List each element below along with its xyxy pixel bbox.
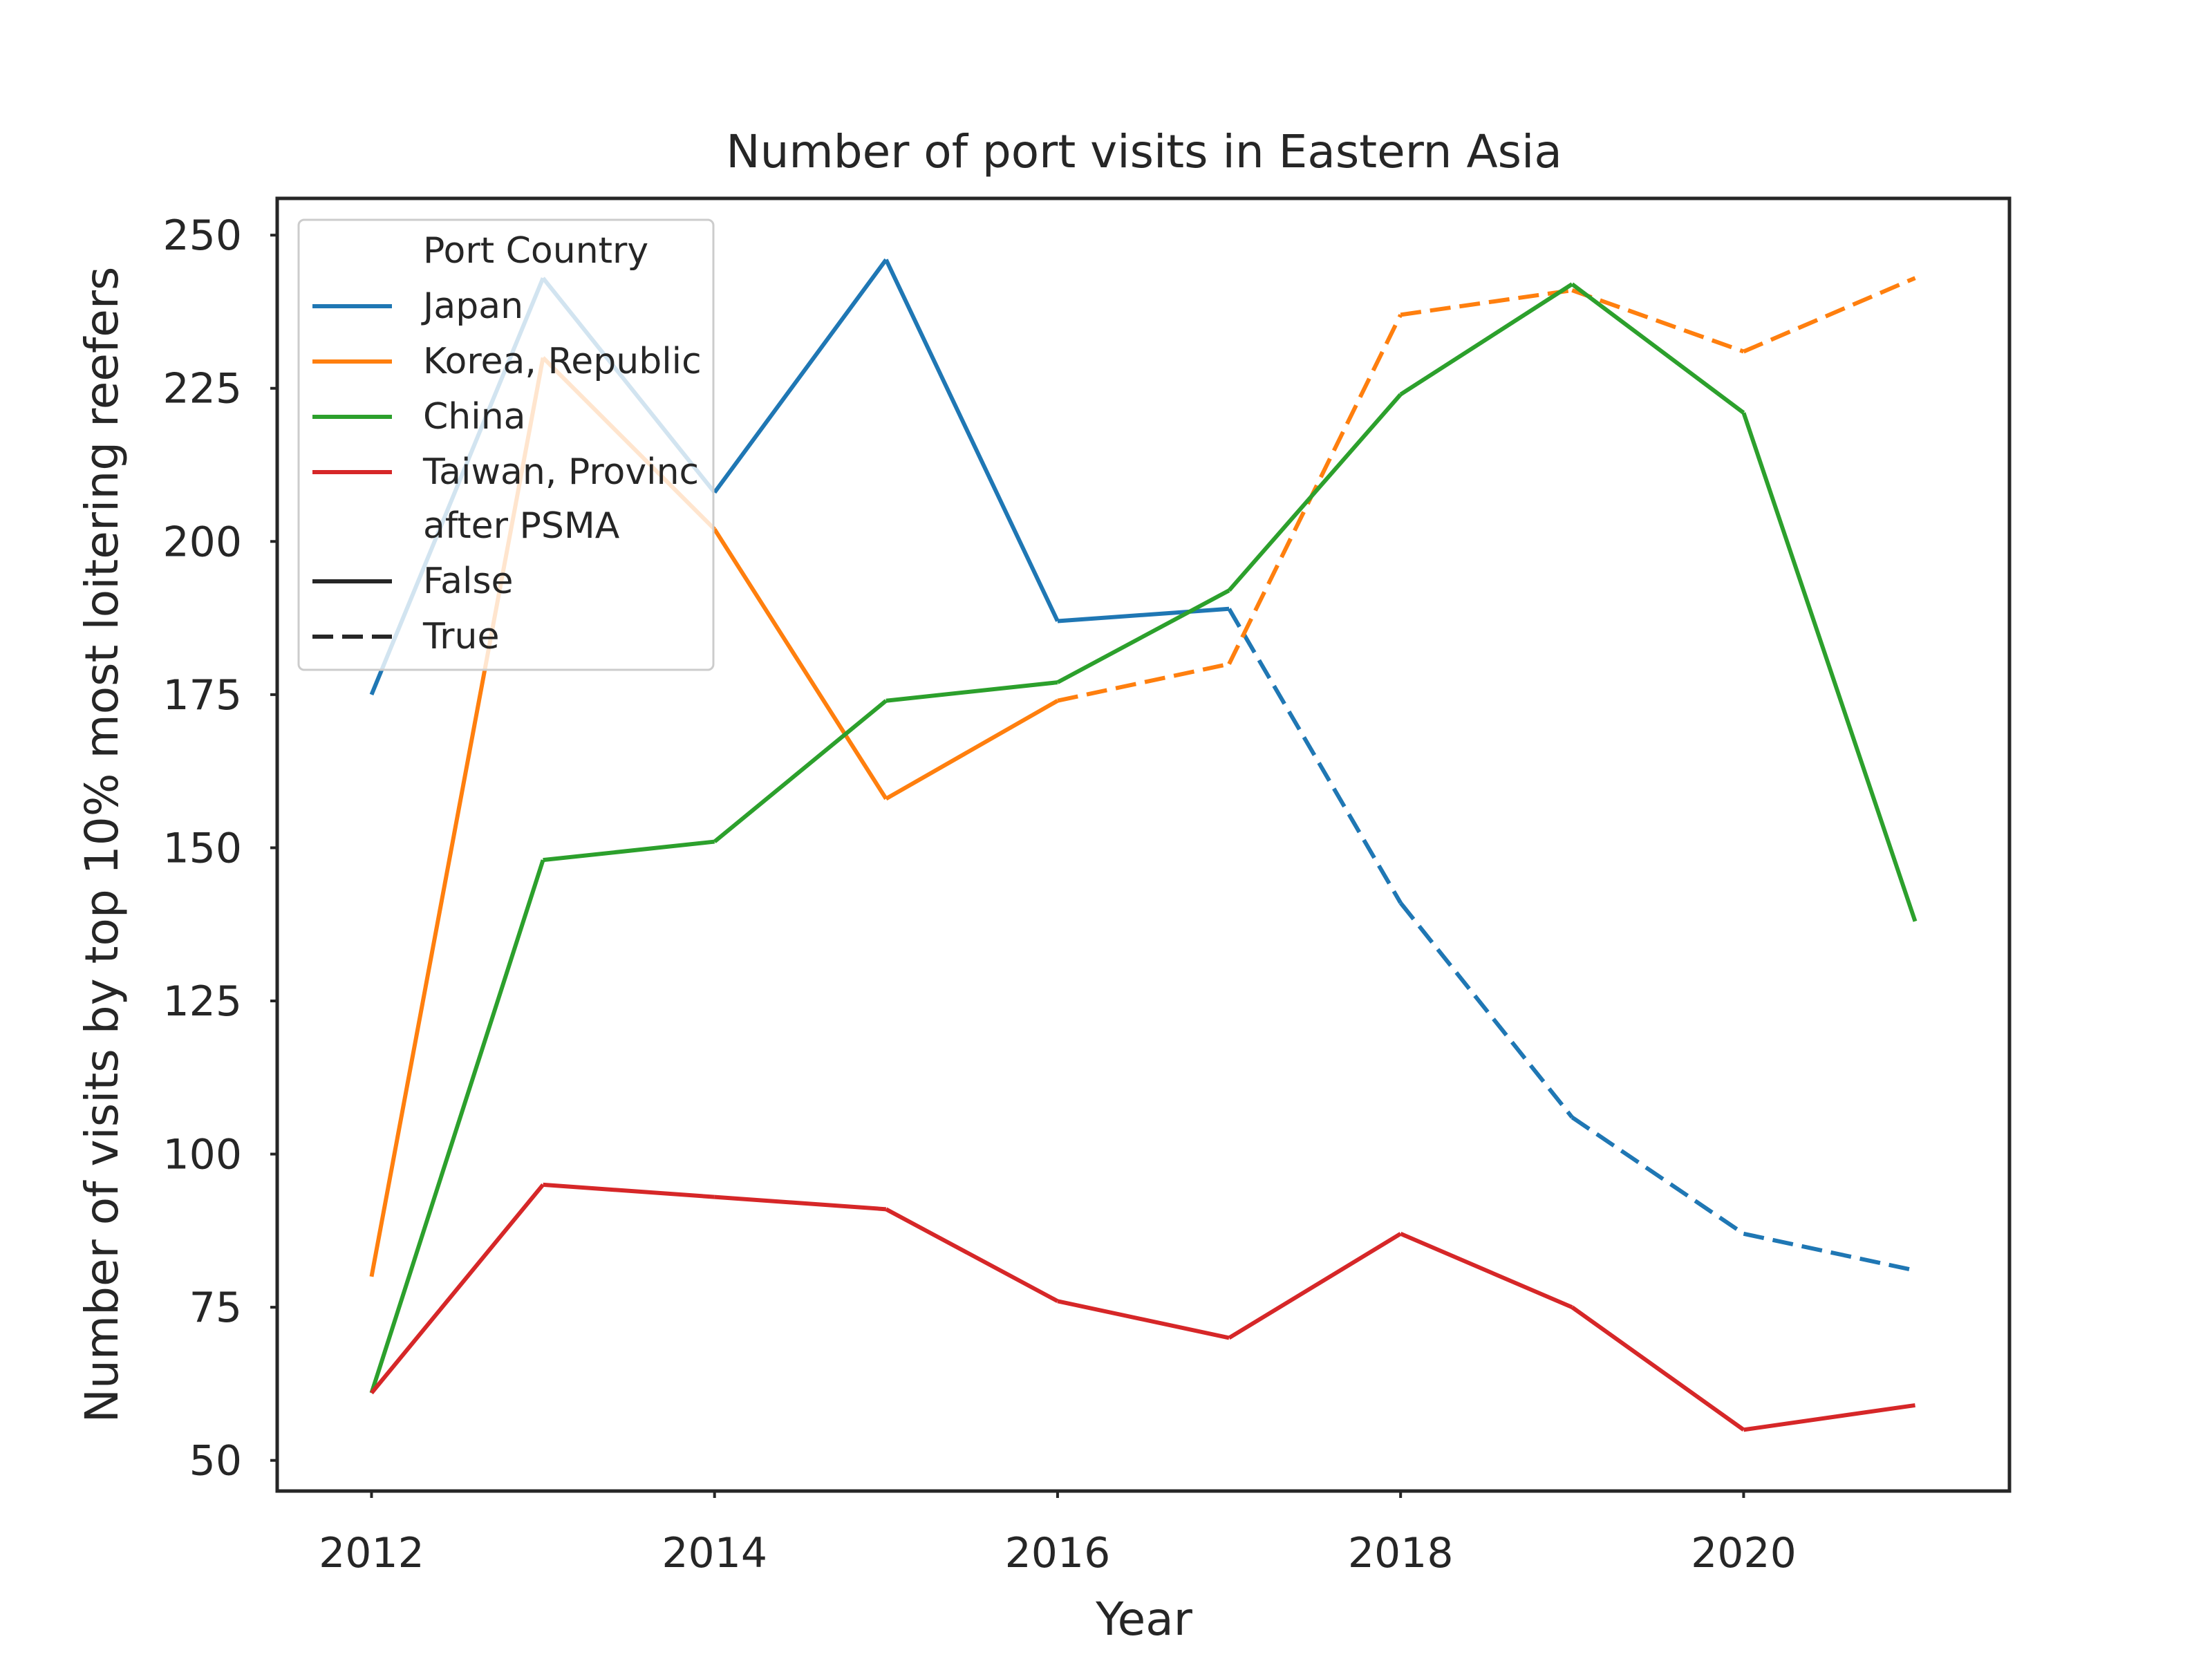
series-taiwan-provinc	[370, 1182, 1915, 1432]
legend-label-taiwan-provinc: Taiwan, Provinc	[422, 451, 699, 493]
series-segment-china-2018-2019	[1399, 282, 1573, 397]
series-segment-japan-2014-2015	[713, 258, 888, 494]
series-segment-japan-2018-2019	[1398, 901, 1574, 1119]
series-segment-china-2013-2014	[543, 839, 715, 863]
series-segment-japan-2017-2018	[1227, 608, 1403, 904]
legend-hue-title: Port Country	[423, 230, 648, 272]
series-segment-china-2020-2021	[1741, 412, 1918, 922]
series-segment-taiwan-provinc-2014-2015	[714, 1194, 887, 1212]
y-tick-label-175: 175	[162, 671, 242, 720]
plot-frame	[275, 196, 2012, 1493]
legend-style-label-false: False	[423, 561, 514, 602]
series-segment-china-2014-2015	[713, 699, 888, 843]
x-tick-label-2018: 2018	[1348, 1529, 1454, 1577]
x-tick-label-2012: 2012	[319, 1529, 424, 1577]
series-segment-china-2016-2017	[1056, 588, 1230, 684]
y-tick-label-225: 225	[162, 365, 242, 413]
series-segment-japan-2015-2016	[884, 259, 1060, 622]
y-tick-label-250: 250	[162, 212, 242, 260]
legend-label-china: China	[423, 396, 526, 438]
y-axis-ticks: 50 75 100 125 150 175 200 225 250	[162, 212, 277, 1485]
y-tick-label-200: 200	[162, 518, 242, 566]
series-segment-taiwan-provinc-2019-2020	[1571, 1305, 1745, 1432]
series-segment-japan-2019-2020	[1571, 1115, 1745, 1236]
x-axis-ticks: 2012 2014 2016 2018 2020	[319, 1491, 1797, 1577]
series-segment-korea-republic-2014-2015	[713, 527, 888, 800]
y-tick-label-125: 125	[162, 977, 242, 1026]
y-axis-label: Number of visits by top 10% most loiteri…	[75, 267, 129, 1423]
series-segment-korea-republic-2020-2021	[1743, 276, 1916, 354]
x-tick-label-2016: 2016	[1005, 1529, 1111, 1577]
series-segment-china-2015-2016	[885, 680, 1058, 703]
series-segment-korea-republic-2015-2016	[885, 699, 1059, 801]
legend: Port Country Japan Korea, Republic China Ta…	[297, 218, 715, 671]
series-segment-taiwan-provinc-2015-2016	[885, 1207, 1059, 1303]
x-tick-label-2020: 2020	[1691, 1529, 1797, 1577]
legend-style-entries: False True	[312, 561, 514, 657]
series-segment-taiwan-provinc-2017-2018	[1228, 1232, 1402, 1340]
series-segment-taiwan-provinc-2013-2014	[543, 1182, 715, 1199]
legend-series-entries: Japan Korea, Republic China Taiwan, Provinc	[312, 285, 702, 493]
y-tick-label-100: 100	[162, 1131, 242, 1179]
series-segment-taiwan-provinc-2018-2019	[1399, 1232, 1573, 1309]
series-segment-china-2019-2020	[1571, 282, 1745, 415]
legend-style-label-true: True	[422, 616, 499, 657]
series-segment-korea-republic-2019-2020	[1571, 288, 1745, 354]
chart-title: Number of port visits in Eastern Asia	[726, 125, 1562, 178]
legend-label-korea-republic: Korea, Republic	[423, 341, 702, 382]
y-tick-label-150: 150	[162, 824, 242, 872]
legend-label-japan: Japan	[421, 285, 523, 327]
series-segment-taiwan-provinc-2016-2017	[1057, 1299, 1230, 1340]
series-segment-taiwan-provinc-2012-2013	[370, 1183, 545, 1395]
legend-style-title: after PSMA	[423, 505, 620, 547]
x-tick-label-2014: 2014	[662, 1529, 767, 1577]
y-tick-label-75: 75	[189, 1284, 242, 1332]
x-axis-label: Year	[1095, 1593, 1193, 1646]
y-tick-label-50: 50	[189, 1437, 242, 1485]
series-segment-japan-2016-2017	[1057, 606, 1230, 624]
series-china	[369, 282, 1918, 1394]
legend-frame	[297, 218, 715, 671]
series-segment-china-2012-2013	[369, 859, 545, 1394]
series-segment-taiwan-provinc-2020-2021	[1743, 1403, 1915, 1432]
series-segment-china-2017-2018	[1227, 393, 1403, 592]
